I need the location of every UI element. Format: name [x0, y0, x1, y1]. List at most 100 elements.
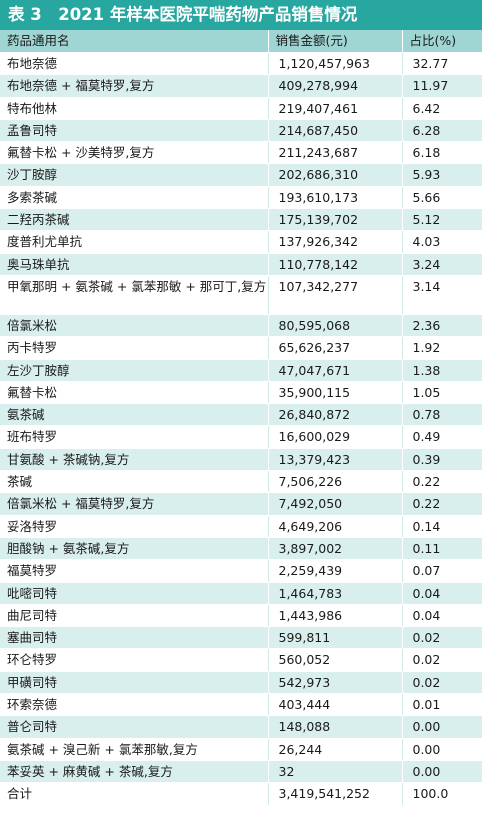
table-row: 布地奈德 1,120,457,963 32.77: [0, 52, 482, 76]
sales-amount: 13,379,423: [268, 448, 403, 472]
drug-name: 吡嘧司特: [0, 582, 269, 605]
share-percent: 0.00: [402, 715, 482, 739]
sales-amount: 599,811: [268, 626, 403, 650]
drug-name: 布地奈德 + 福莫特罗,复方: [0, 74, 269, 98]
sales-amount: 26,244: [268, 738, 403, 761]
sales-amount: 4,649,206: [268, 515, 403, 538]
table-row: 左沙丁胺醇 47,047,671 1.38: [0, 359, 482, 382]
table-row: 环仑特罗 560,052 0.02: [0, 648, 482, 672]
sales-amount: 26,840,872: [268, 403, 403, 427]
header-share: 占比(%): [402, 30, 482, 53]
drug-name: 苯妥英 + 麻黄碱 + 茶碱,复方: [0, 760, 269, 784]
drug-name: 普仑司特: [0, 715, 269, 739]
sales-amount: 542,973: [268, 671, 403, 695]
table-row: 胆酸钠 + 氨茶碱,复方 3,897,002 0.11: [0, 537, 482, 561]
share-percent: 0.04: [402, 582, 482, 605]
table-row: 布地奈德 + 福莫特罗,复方 409,278,994 11.97: [0, 74, 482, 98]
drug-name: 氨茶碱 + 溴己新 + 氯苯那敏,复方: [0, 738, 269, 761]
share-percent: 3.14: [402, 275, 482, 315]
sales-amount: 403,444: [268, 693, 403, 717]
share-percent: 1.05: [402, 381, 482, 405]
drug-name: 奥马珠单抗: [0, 253, 269, 276]
drug-name: 塞曲司特: [0, 626, 269, 650]
total-label: 合计: [0, 782, 269, 806]
drug-name: 丙卡特罗: [0, 336, 269, 360]
table-row: 倍氯米松 + 福莫特罗,复方 7,492,050 0.22: [0, 492, 482, 516]
share-percent: 0.01: [402, 693, 482, 717]
drug-name: 孟鲁司特: [0, 119, 269, 143]
share-percent: 5.12: [402, 208, 482, 232]
table-title: 表 3 2021 年样本医院平喘药物产品销售情况: [0, 0, 482, 30]
sales-amount: 1,464,783: [268, 582, 403, 605]
share-percent: 0.78: [402, 403, 482, 427]
drug-name: 特布他林: [0, 97, 269, 120]
sales-amount: 214,687,450: [268, 119, 403, 143]
sales-table: 药品通用名 销售金额(元) 占比(%) 布地奈德 1,120,457,963 32.…: [0, 30, 482, 806]
drug-name: 环索奈德: [0, 693, 269, 717]
sales-amount: 137,926,342: [268, 230, 403, 254]
drug-name: 妥洛特罗: [0, 515, 269, 538]
table-row: 特布他林 219,407,461 6.42: [0, 97, 482, 120]
table-row: 曲尼司特 1,443,986 0.04: [0, 604, 482, 628]
sales-amount: 211,243,687: [268, 141, 403, 165]
share-percent: 5.93: [402, 163, 482, 187]
sales-amount: 7,492,050: [268, 492, 403, 516]
table-row: 普仑司特 148,088 0.00: [0, 715, 482, 739]
table-row: 氟替卡松 35,900,115 1.05: [0, 381, 482, 405]
table-row: 丙卡特罗 65,626,237 1.92: [0, 336, 482, 360]
share-percent: 5.66: [402, 186, 482, 210]
share-percent: 0.02: [402, 671, 482, 695]
table-row: 塞曲司特 599,811 0.02: [0, 626, 482, 650]
drug-name: 甲磺司特: [0, 671, 269, 695]
table-row: 班布特罗 16,600,029 0.49: [0, 425, 482, 449]
share-percent: 6.42: [402, 97, 482, 120]
share-percent: 3.24: [402, 253, 482, 276]
table-row: 沙丁胺醇 202,686,310 5.93: [0, 163, 482, 187]
sales-amount: 193,610,173: [268, 186, 403, 210]
share-percent: 11.97: [402, 74, 482, 98]
drug-name: 沙丁胺醇: [0, 163, 269, 187]
table-row: 茶碱 7,506,226 0.22: [0, 470, 482, 494]
sales-amount: 65,626,237: [268, 336, 403, 360]
sales-amount: 7,506,226: [268, 470, 403, 494]
sales-amount: 148,088: [268, 715, 403, 739]
share-percent: 6.28: [402, 119, 482, 143]
drug-name: 左沙丁胺醇: [0, 359, 269, 382]
share-percent: 0.04: [402, 604, 482, 628]
drug-name: 多索茶碱: [0, 186, 269, 210]
table-row: 氟替卡松 + 沙美特罗,复方 211,243,687 6.18: [0, 141, 482, 165]
table-row: 吡嘧司特 1,464,783 0.04: [0, 582, 482, 605]
sales-amount: 202,686,310: [268, 163, 403, 187]
sales-amount: 409,278,994: [268, 74, 403, 98]
table-row: 甘氨酸 + 茶碱钠,复方 13,379,423 0.39: [0, 448, 482, 472]
total-percent: 100.0: [402, 782, 482, 806]
drug-name: 氨茶碱: [0, 403, 269, 427]
drug-name: 倍氯米松: [0, 314, 269, 338]
drug-name: 甲氧那明 + 氨茶碱 + 氯苯那敏 + 那可丁,复方: [0, 275, 269, 315]
share-percent: 1.92: [402, 336, 482, 360]
drug-name: 胆酸钠 + 氨茶碱,复方: [0, 537, 269, 561]
sales-amount: 1,443,986: [268, 604, 403, 628]
table-row: 氨茶碱 26,840,872 0.78: [0, 403, 482, 427]
sales-amount: 2,259,439: [268, 559, 403, 583]
table-row: 福莫特罗 2,259,439 0.07: [0, 559, 482, 583]
share-percent: 0.00: [402, 760, 482, 784]
share-percent: 0.14: [402, 515, 482, 538]
header-drug-name: 药品通用名: [0, 30, 269, 53]
drug-name: 环仑特罗: [0, 648, 269, 672]
drug-name: 福莫特罗: [0, 559, 269, 583]
share-percent: 0.22: [402, 470, 482, 494]
header-sales-amount: 销售金额(元): [268, 30, 403, 53]
share-percent: 32.77: [402, 52, 482, 76]
share-percent: 0.11: [402, 537, 482, 561]
sales-amount: 35,900,115: [268, 381, 403, 405]
sales-amount: 47,047,671: [268, 359, 403, 382]
total-row: 合计 3,419,541,252 100.0: [0, 782, 482, 806]
drug-name: 布地奈德: [0, 52, 269, 76]
drug-name: 班布特罗: [0, 425, 269, 449]
table-row: 孟鲁司特 214,687,450 6.28: [0, 119, 482, 143]
sales-amount: 1,120,457,963: [268, 52, 403, 76]
table-row: 氨茶碱 + 溴己新 + 氯苯那敏,复方 26,244 0.00: [0, 738, 482, 761]
drug-name: 倍氯米松 + 福莫特罗,复方: [0, 492, 269, 516]
sales-amount: 3,897,002: [268, 537, 403, 561]
